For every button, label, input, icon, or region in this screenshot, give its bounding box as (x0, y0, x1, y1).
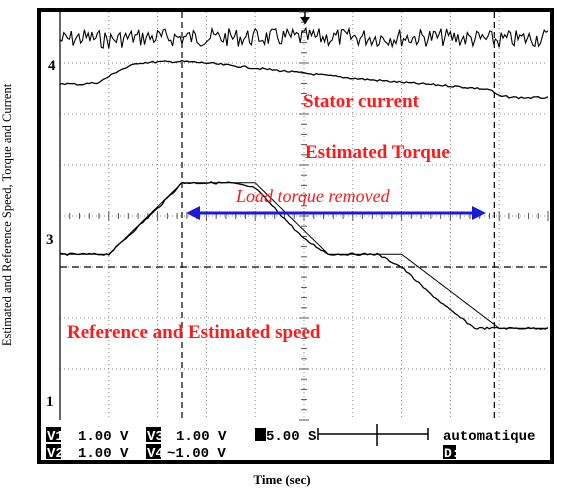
screen-background (41, 12, 550, 460)
ch2-badge (46, 444, 61, 459)
ch4-badge (146, 444, 161, 459)
mode-readout: automatique (443, 429, 535, 445)
y-axis-label: Estimated and Reference Speed, Torque an… (0, 83, 14, 347)
trigger-badge (443, 445, 456, 459)
ch4-marker: 4 (48, 58, 56, 74)
ch4-label: V4 (147, 446, 164, 462)
x-axis-label: Time (sec) (253, 472, 311, 487)
timebase-value: 5.00 S (266, 429, 316, 445)
ch2-label: V2 (47, 446, 64, 462)
traces (59, 26, 549, 331)
cursor-lines (60, 12, 548, 420)
load-removed-arrow (186, 206, 486, 220)
ch3-label: V3 (147, 429, 164, 445)
ch2-scale: 1.00 V (78, 446, 129, 462)
ch1-label: V1 (47, 429, 64, 445)
readout-panel: V1 1.00 V V2 1.00 V V3 1.00 V V4 ~1.00 V… (46, 424, 535, 462)
stator-current-trace (59, 26, 549, 49)
ch1-scale: 1.00 V (78, 429, 129, 445)
ch3-scale: 1.00 V (176, 429, 227, 445)
annotation-stator-current: Stator current (303, 91, 420, 112)
top-trigger-marker (300, 12, 310, 24)
trigger-readout: D:…1 (444, 446, 475, 461)
annotation-load-removed: Load torque removed (235, 186, 391, 206)
reference-speed-trace (60, 182, 548, 329)
estimated-torque-trace (59, 59, 549, 100)
ch1-badge (46, 427, 61, 442)
ch3-marker: 3 (46, 232, 54, 248)
timebase-badge (255, 428, 266, 441)
ch4-scale: ~1.00 V (167, 446, 226, 462)
estimated-speed-trace (59, 181, 549, 331)
annotation-estimated-torque: Estimated Torque (305, 142, 450, 163)
ch3-badge (146, 427, 161, 442)
ch1-marker: 1 (46, 394, 54, 410)
annotation-speed: Reference and Estimated speed (67, 322, 321, 343)
